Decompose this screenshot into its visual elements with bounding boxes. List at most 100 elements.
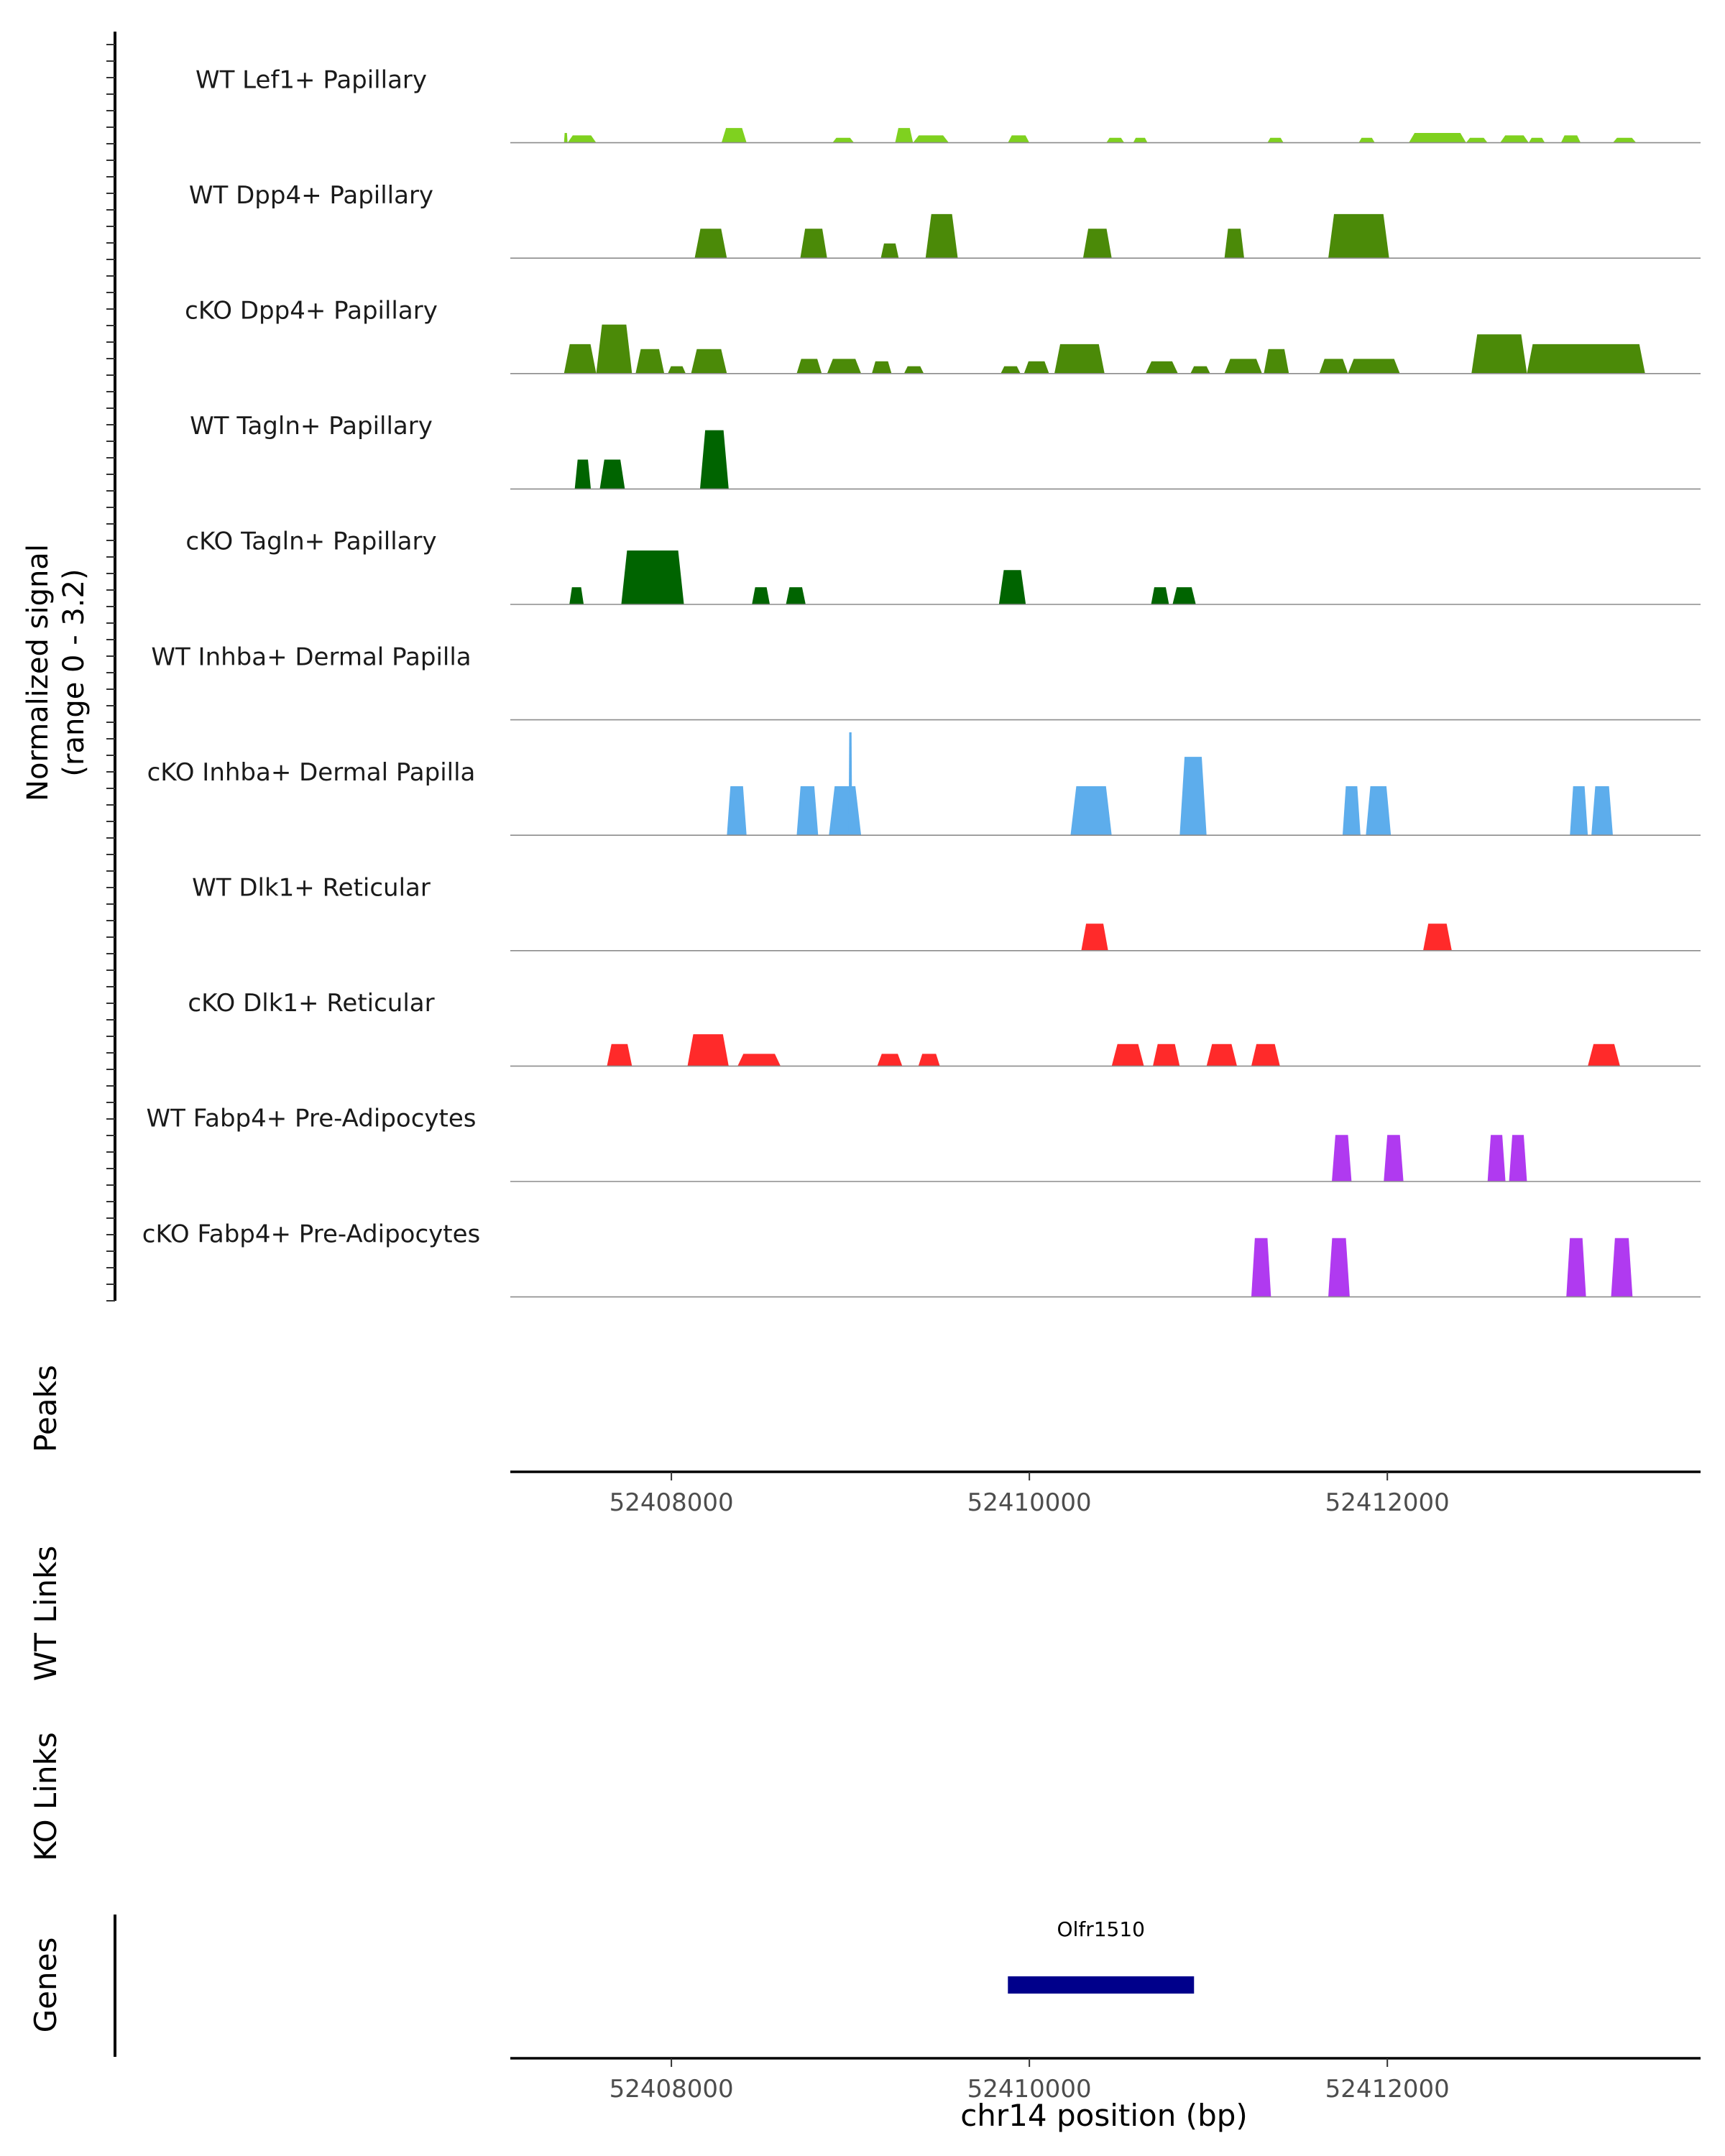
coverage-peak <box>1081 923 1108 951</box>
coverage-peak <box>1423 923 1452 951</box>
coverage-peak <box>596 324 632 374</box>
coverage-peak <box>786 587 806 604</box>
axes: 52408000 52410000 52412000 52408000 52410000… <box>106 32 1701 2104</box>
coverage-peak <box>1611 1238 1633 1297</box>
coverage-peak <box>1267 137 1284 143</box>
gene-track: Olfr1510 <box>114 1915 1195 2057</box>
coverage-track: WT Inhba+ Dermal Papilla <box>151 642 1701 721</box>
coverage-peak <box>727 786 747 836</box>
coverage-peak <box>1146 361 1178 374</box>
coverage-peak <box>599 459 625 489</box>
coverage-peak <box>796 786 819 836</box>
coverage-peak <box>1560 135 1581 143</box>
coverage-peak <box>1152 1044 1180 1067</box>
coverage-peak <box>1224 229 1244 259</box>
coverage-track: WT Fabp4+ Pre-Adipocytes <box>147 1105 1701 1182</box>
coverage-peak <box>1509 1135 1527 1181</box>
track-label: WT Dpp4+ Papillary <box>189 181 433 210</box>
coverage-peak <box>832 137 855 143</box>
coverage-peak <box>1151 587 1169 604</box>
coverage-peak <box>1179 757 1207 836</box>
coverage-track: cKO Dlk1+ Reticular <box>188 989 1701 1067</box>
coverage-track: WT Dlk1+ Reticular <box>192 874 1701 952</box>
coverage-peak <box>1008 135 1030 143</box>
coverage-peak <box>1319 359 1348 374</box>
coverage-peak <box>1070 786 1112 836</box>
track-label: cKO Tagln+ Papillary <box>185 528 436 556</box>
y-axis-title-range: (range 0 - 3.2) <box>58 568 91 776</box>
coverage-track: WT Tagln+ Papillary <box>190 412 1701 490</box>
track-label: WT Dlk1+ Reticular <box>192 874 431 903</box>
coverage-peak <box>800 229 827 259</box>
coverage-peak <box>567 135 597 143</box>
track-label: WT Tagln+ Papillary <box>190 412 433 441</box>
coverage-track: cKO Inhba+ Dermal Papilla <box>147 732 1701 836</box>
coverage-peak <box>1570 786 1588 836</box>
coverage-peak <box>635 349 665 374</box>
coverage-peak <box>1264 349 1289 374</box>
coverage-peak <box>1224 359 1262 374</box>
coverage-peak <box>1332 1135 1352 1181</box>
coverage-peak <box>1111 1044 1144 1067</box>
coverage-peak <box>1190 366 1210 374</box>
coverage-peak <box>903 366 924 374</box>
track-label: cKO Dpp4+ Papillary <box>185 297 438 326</box>
coverage-track: cKO Tagln+ Papillary <box>185 528 1701 605</box>
peaks-track-label: Peaks <box>28 1365 63 1452</box>
track-label: WT Fabp4+ Pre-Adipocytes <box>147 1105 477 1133</box>
coverage-peak <box>827 359 862 374</box>
coverage-track: cKO Fabp4+ Pre-Adipocytes <box>142 1220 1701 1298</box>
coverage-peak <box>1566 1238 1586 1297</box>
track-label: WT Lef1+ Papillary <box>196 65 427 94</box>
coverage-peak <box>1000 366 1021 374</box>
coverage-peak <box>737 1054 781 1067</box>
coverage-peak <box>1251 1044 1280 1067</box>
coverage-peak <box>699 430 729 489</box>
coverage-peak <box>1133 137 1148 143</box>
coverage-peak <box>998 570 1026 604</box>
coverage-peak <box>1358 137 1375 143</box>
coverage-peak <box>1172 587 1196 604</box>
genes-track-label: Genes <box>28 1938 63 2033</box>
coverage-peak <box>1612 137 1637 143</box>
coverage-peak <box>691 349 727 374</box>
coverage-peak <box>848 732 852 836</box>
coverage-peak <box>668 366 686 374</box>
y-axis-title: Normalized signal <box>22 544 55 801</box>
coverage-peak <box>918 1054 940 1067</box>
coverage-track: cKO Dpp4+ Papillary <box>185 297 1701 374</box>
x-axis-top-tick-label: 52408000 <box>610 1488 734 1517</box>
coverage-peak <box>1527 344 1645 374</box>
coverage-peak <box>564 132 568 143</box>
coverage-peak <box>574 459 592 489</box>
x-axis-bottom-tick-label: 52410000 <box>967 2075 1092 2104</box>
track-label: cKO Inhba+ Dermal Papilla <box>147 758 476 787</box>
coverage-peak <box>880 243 899 259</box>
coverage-peak <box>872 361 892 374</box>
coverage-peak <box>1251 1238 1271 1297</box>
coverage-peak <box>607 1044 632 1067</box>
coverage-peak <box>1082 229 1112 259</box>
coverage-peak <box>1348 359 1400 374</box>
x-axis-top-tick-label: 52410000 <box>967 1488 1092 1517</box>
coverage-peak <box>1487 1135 1506 1181</box>
coverage-peak <box>913 135 949 143</box>
gene-label: Olfr1510 <box>1057 1917 1145 1941</box>
x-axis-bottom-tick-label: 52408000 <box>610 2075 734 2104</box>
coverage-peak <box>1328 1238 1350 1297</box>
coverage-peak <box>1528 137 1545 143</box>
coverage-peak <box>1471 334 1527 374</box>
coverage-peak <box>569 587 584 604</box>
track-label: WT Inhba+ Dermal Papilla <box>151 642 471 671</box>
x-axis-bottom-tick-label: 52412000 <box>1325 2075 1450 2104</box>
coverage-track: WT Lef1+ Papillary <box>196 65 1701 144</box>
coverage-peak <box>1409 132 1466 143</box>
coverage-peak <box>1342 786 1361 836</box>
coverage-peak <box>1024 361 1049 374</box>
coverage-peak <box>1588 1044 1620 1067</box>
coverage-peak <box>564 344 597 374</box>
coverage-peak <box>1206 1044 1238 1067</box>
x-axis-title: chr14 position (bp) <box>960 2098 1248 2133</box>
coverage-track: WT Dpp4+ Papillary <box>189 181 1701 259</box>
